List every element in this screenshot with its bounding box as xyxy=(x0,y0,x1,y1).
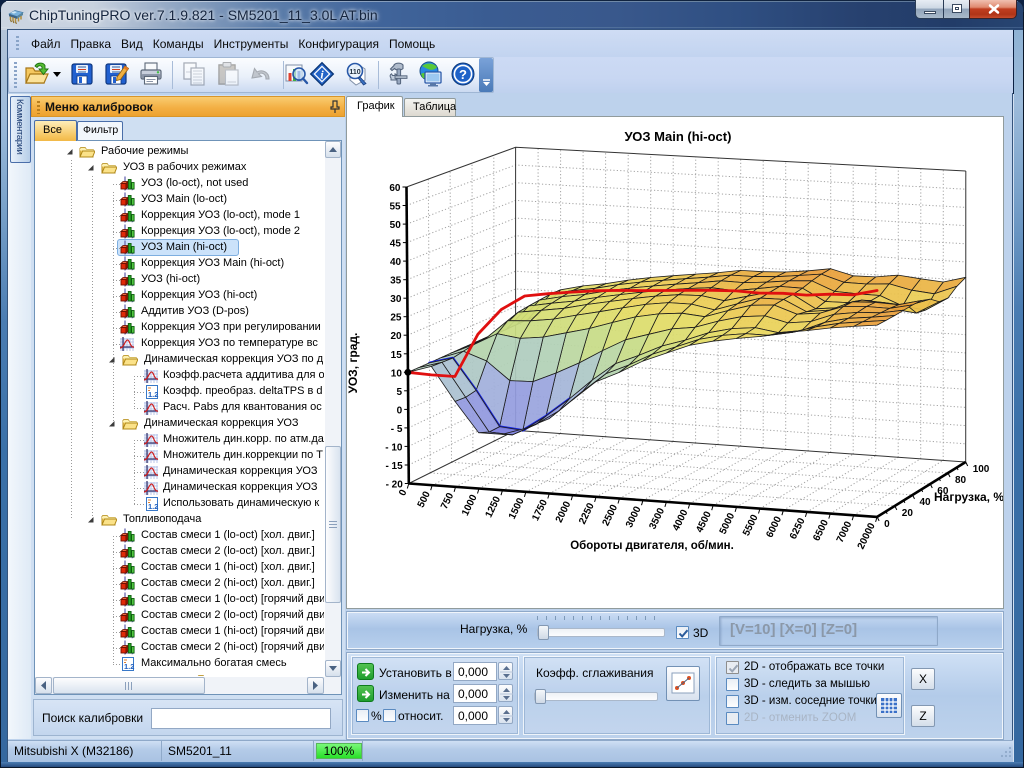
svg-text:25: 25 xyxy=(390,313,402,324)
svg-text:- 15: - 15 xyxy=(385,461,403,472)
svg-text:60: 60 xyxy=(937,486,949,497)
svg-text:i: i xyxy=(320,68,324,82)
svg-text:35: 35 xyxy=(390,276,402,287)
svg-text:6000: 6000 xyxy=(764,514,784,539)
svg-text:1500: 1500 xyxy=(507,496,527,521)
svg-text:?: ? xyxy=(459,67,467,82)
svg-text:- 20: - 20 xyxy=(386,480,404,491)
svg-text:УОЗ Main (hi-oct): УОЗ Main (hi-oct) xyxy=(625,129,732,144)
svg-text:6250: 6250 xyxy=(788,516,808,541)
svg-text:20: 20 xyxy=(902,508,914,519)
svg-text:110: 110 xyxy=(349,69,360,76)
svg-text:50: 50 xyxy=(390,220,402,231)
svg-text:7000: 7000 xyxy=(835,519,855,544)
svg-text:5: 5 xyxy=(397,387,403,398)
svg-text:0: 0 xyxy=(397,405,403,416)
svg-text:20000: 20000 xyxy=(856,521,878,551)
svg-text:2500: 2500 xyxy=(601,503,621,528)
svg-text:2250: 2250 xyxy=(577,501,597,526)
svg-text:УОЗ, град.: УОЗ, град. xyxy=(347,333,360,394)
svg-text:1.2: 1.2 xyxy=(148,390,158,399)
svg-text:- 10: - 10 xyxy=(385,442,403,453)
svg-text:45: 45 xyxy=(390,239,402,250)
svg-text:100: 100 xyxy=(973,464,990,475)
svg-text:40: 40 xyxy=(920,497,932,508)
svg-text:- 5: - 5 xyxy=(391,424,403,435)
svg-text:20: 20 xyxy=(390,331,402,342)
svg-text:750: 750 xyxy=(439,491,456,511)
svg-text:60: 60 xyxy=(389,183,401,194)
svg-text:6500: 6500 xyxy=(811,518,831,543)
svg-text:40: 40 xyxy=(390,257,402,268)
svg-text:500: 500 xyxy=(416,489,433,509)
svg-text:1250: 1250 xyxy=(484,494,504,519)
svg-text:80: 80 xyxy=(955,475,967,486)
svg-text:3500: 3500 xyxy=(647,506,667,531)
svg-text:2000: 2000 xyxy=(554,499,574,524)
svg-text:Нагрузка, %: Нагрузка, % xyxy=(934,490,1003,504)
svg-text:55: 55 xyxy=(389,202,401,213)
svg-text:1750: 1750 xyxy=(530,498,550,523)
svg-text:15: 15 xyxy=(391,350,403,361)
svg-text:0: 0 xyxy=(397,488,410,498)
svg-text:4000: 4000 xyxy=(671,508,691,533)
svg-text:4500: 4500 xyxy=(694,509,714,534)
svg-text:1.2: 1.2 xyxy=(124,662,134,671)
svg-text:0: 0 xyxy=(884,519,890,530)
svg-text:1000: 1000 xyxy=(460,493,480,518)
svg-text:3000: 3000 xyxy=(624,504,644,529)
svg-text:1.2: 1.2 xyxy=(148,502,158,511)
svg-text:Обороты двигателя, об/мин.: Обороты двигателя, об/мин. xyxy=(570,540,734,552)
svg-text:5000: 5000 xyxy=(718,511,738,536)
svg-text:30: 30 xyxy=(390,294,402,305)
svg-text:5500: 5500 xyxy=(741,513,761,538)
svg-text:10: 10 xyxy=(391,368,403,379)
